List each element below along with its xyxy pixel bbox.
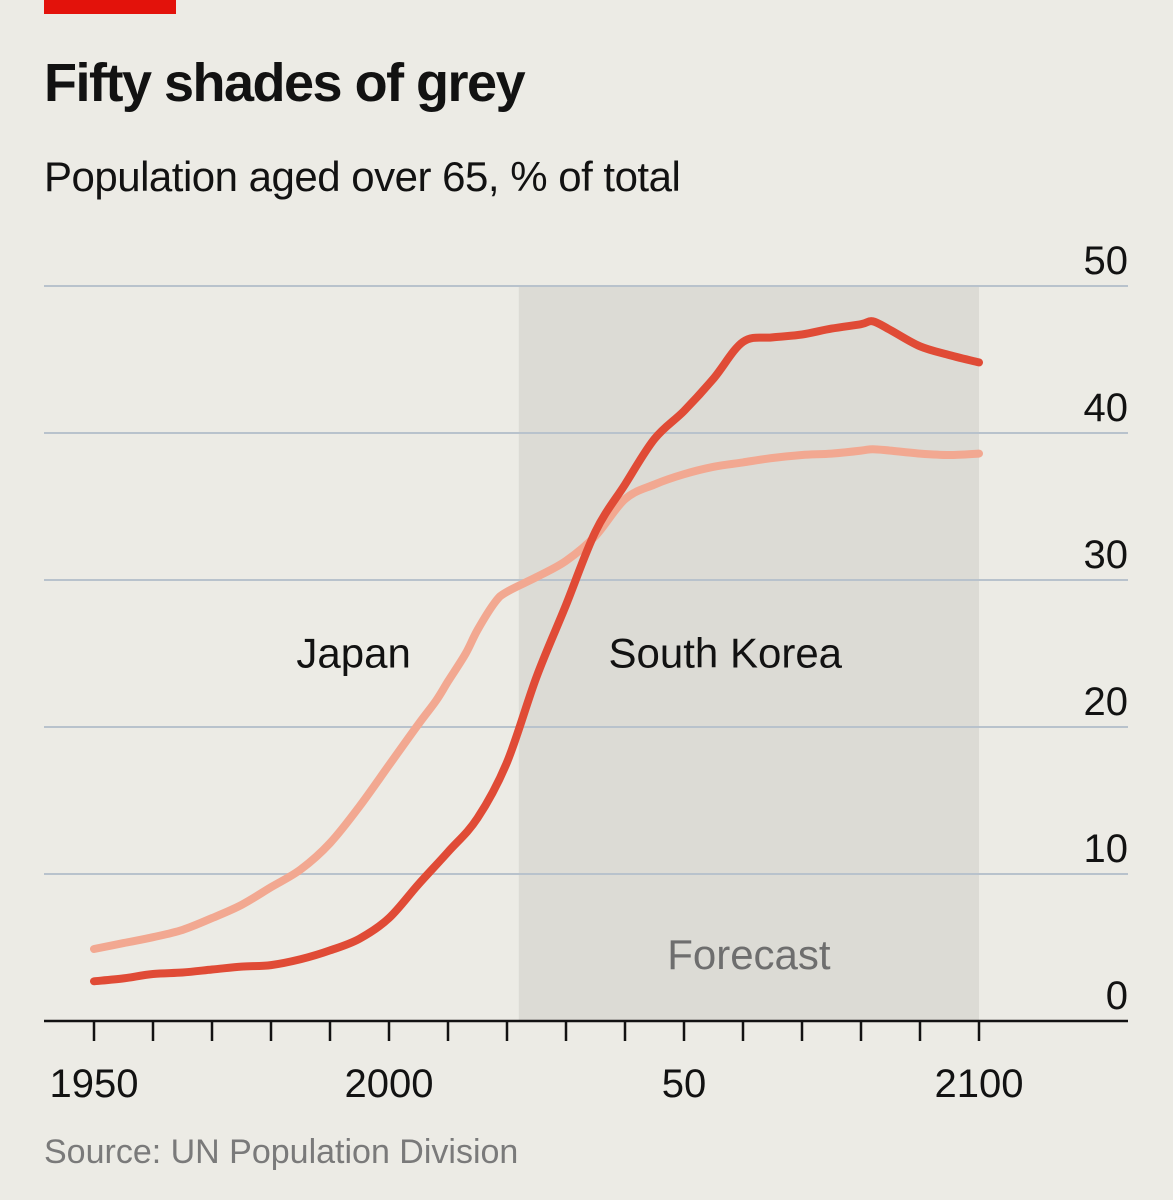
chart-subtitle: Population aged over 65, % of total bbox=[44, 153, 681, 200]
y-tick-label: 0 bbox=[1106, 974, 1128, 1018]
y-tick-label: 10 bbox=[1084, 827, 1129, 871]
x-tick-label: 50 bbox=[662, 1062, 707, 1106]
y-tick-label: 40 bbox=[1084, 386, 1129, 430]
y-tick-label: 30 bbox=[1084, 533, 1129, 577]
y-tick-label: 20 bbox=[1084, 680, 1129, 724]
source-note: Source: UN Population Division bbox=[44, 1133, 519, 1171]
y-tick-label: 50 bbox=[1084, 239, 1129, 283]
series-line-japan bbox=[90, 445, 983, 953]
series-label-japan: Japan bbox=[296, 630, 410, 677]
series-label-south-korea: South Korea bbox=[609, 630, 843, 677]
x-tick-label: 1950 bbox=[50, 1062, 139, 1106]
chart-title: Fifty shades of grey bbox=[44, 53, 526, 113]
brand-tag bbox=[44, 0, 176, 14]
x-tick-label: 2000 bbox=[345, 1062, 434, 1106]
series-line-south-korea bbox=[90, 317, 983, 986]
forecast-region bbox=[518, 286, 979, 1021]
forecast-label: Forecast bbox=[667, 931, 831, 978]
x-tick-label: 2100 bbox=[935, 1062, 1024, 1106]
